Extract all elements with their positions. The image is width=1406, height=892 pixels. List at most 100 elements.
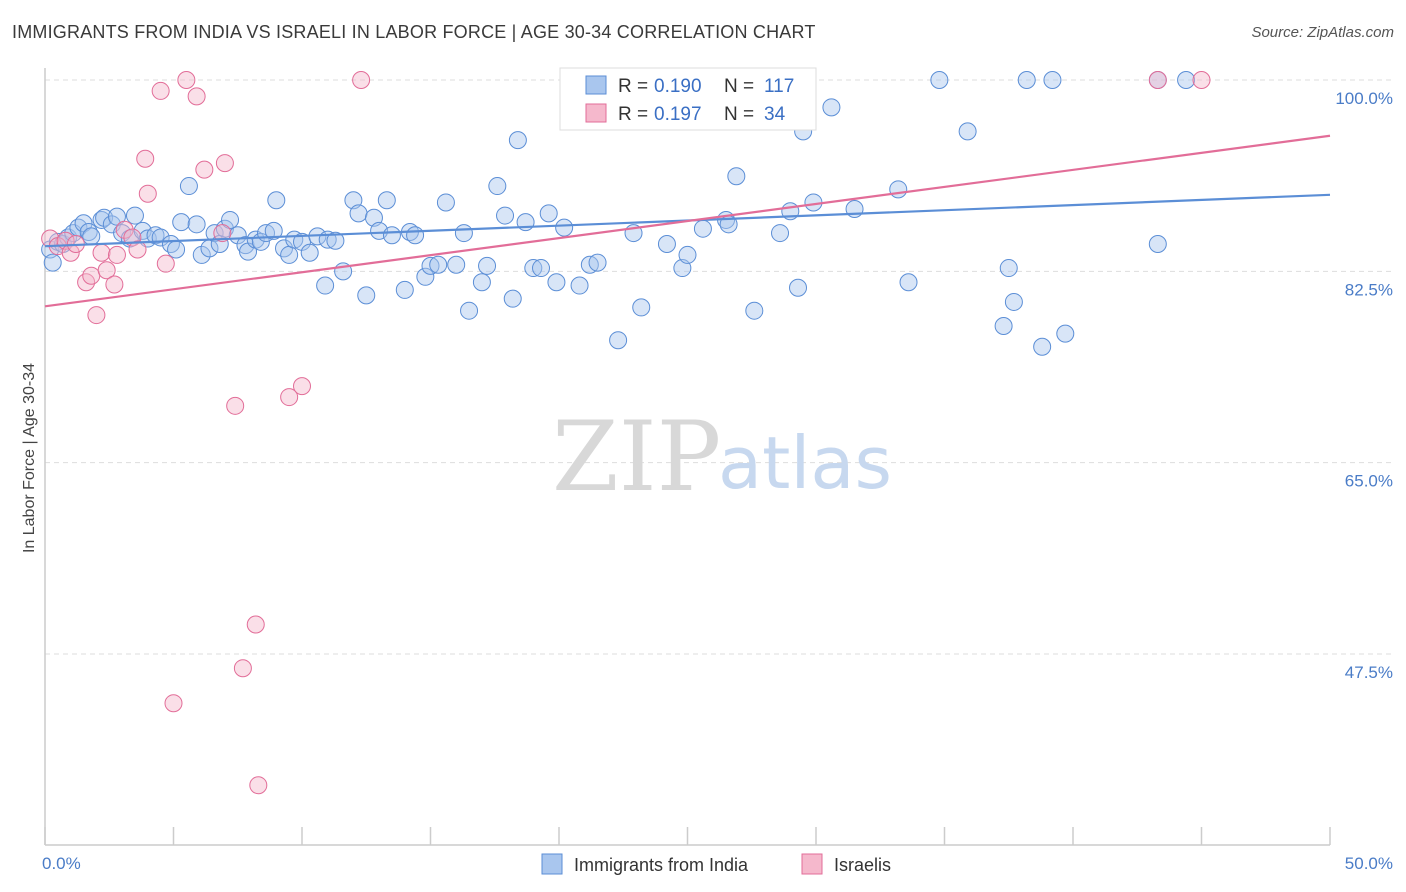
india-point-75	[532, 259, 551, 278]
trend-lines	[44, 134, 1331, 308]
india-point-85	[632, 298, 651, 317]
watermark-zip: ZIP	[552, 401, 721, 513]
israelis-point-11	[107, 245, 126, 264]
india-point-101	[822, 98, 841, 117]
india-point-28	[205, 224, 224, 243]
india-point-107	[994, 317, 1013, 335]
india-point-10	[92, 210, 111, 229]
x-tick-label-1: 50.0%	[1345, 854, 1393, 873]
legend-n-value-israelis: 34	[764, 104, 786, 125]
india-point-113	[1056, 324, 1075, 343]
india-point-93	[727, 167, 746, 186]
india-point-89	[678, 245, 697, 264]
israelis-point-23	[213, 224, 232, 243]
india-point-72	[508, 131, 527, 150]
india-point-104	[899, 273, 918, 292]
watermark-atlas: atlas	[718, 421, 892, 505]
israelis-point-29	[280, 388, 299, 407]
source-label: Source: ZipAtlas.com	[1251, 24, 1394, 41]
india-point-56	[382, 226, 401, 245]
series-legend: Immigrants from India Israelis	[541, 853, 891, 875]
india-point-44	[300, 243, 319, 262]
india-point-9	[82, 227, 101, 246]
india-point-112	[1043, 71, 1062, 89]
india-point-77	[547, 273, 566, 292]
india-point-61	[421, 256, 440, 275]
bottom-legend-label-india: Immigrants from India	[574, 855, 749, 875]
israelis-point-12	[115, 220, 134, 239]
legend-swatch-israelis	[585, 103, 607, 123]
israelis-point-25	[226, 396, 245, 415]
israelis-point-32	[1148, 71, 1167, 89]
india-point-24	[179, 177, 198, 196]
israelis-point-7	[87, 306, 106, 325]
india-point-108	[999, 259, 1018, 278]
india-point-51	[349, 204, 368, 223]
bottom-legend-swatch-india	[541, 853, 563, 875]
india-point-103	[889, 180, 908, 199]
india-point-21	[161, 235, 180, 253]
india-point-78	[555, 218, 574, 237]
israelis-point-26	[233, 659, 252, 678]
india-point-67	[472, 273, 491, 292]
india-point-38	[264, 221, 283, 240]
bottom-legend-swatch-israelis	[801, 853, 823, 875]
correlation-legend: R = 0.190 N = 117 R = 0.197 N = 34	[559, 67, 817, 131]
israelis-point-14	[128, 240, 147, 259]
israelis-point-15	[136, 149, 155, 168]
india-point-16	[125, 206, 144, 225]
axes	[44, 68, 1331, 846]
y-tick-label-3: 100.0%	[1335, 89, 1393, 108]
x-tick-labels: 0.0% 50.0%	[42, 854, 1393, 873]
india-point-52	[357, 286, 376, 305]
bottom-legend-label-israelis: Israelis	[834, 855, 891, 875]
grid-lines	[45, 79, 1395, 655]
israelis-point-22	[195, 160, 214, 179]
india-point-1	[43, 253, 62, 272]
india-point-63	[436, 193, 455, 212]
india-point-115	[1148, 235, 1167, 253]
india-point-94	[745, 301, 764, 320]
india-point-105	[930, 71, 949, 89]
legend-n-label-israelis: N =	[724, 104, 754, 125]
india-point-96	[771, 224, 790, 243]
india-point-11	[95, 208, 114, 227]
trend-line-israelis	[44, 134, 1331, 308]
israelis-point-17	[151, 81, 170, 100]
india-point-59	[406, 226, 425, 245]
india-point-74	[524, 259, 543, 278]
israelis-point-27	[246, 615, 265, 634]
israelis-point-31	[352, 71, 371, 89]
india-point-116	[1177, 71, 1196, 89]
india-point-66	[460, 301, 479, 320]
israelis-point-19	[164, 694, 183, 713]
india-point-106	[958, 122, 977, 141]
india-point-55	[377, 191, 396, 210]
india-point-26	[192, 245, 211, 264]
israelis-point-9	[97, 261, 116, 280]
india-point-110	[1017, 71, 1036, 89]
israelis-point-18	[156, 254, 175, 273]
india-point-68	[478, 256, 497, 275]
israelis-point-30	[293, 377, 311, 396]
india-point-80	[580, 255, 599, 274]
india-point-90	[693, 219, 712, 238]
india-point-60	[416, 267, 435, 286]
india-point-25	[187, 215, 206, 234]
chart-title: IMMIGRANTS FROM INDIA VS ISRAELI IN LABO…	[12, 22, 816, 42]
israelis-point-21	[187, 87, 206, 106]
india-point-111	[1033, 337, 1052, 356]
india-point-62	[429, 255, 448, 274]
india-point-22	[167, 240, 186, 259]
israelis-point-20	[177, 71, 196, 89]
y-tick-labels: 47.5% 65.0% 82.5% 100.0%	[1335, 89, 1393, 682]
israelis-point-24	[215, 154, 234, 173]
legend-r-value-israelis: 0.197	[654, 104, 702, 125]
india-point-69	[488, 177, 507, 196]
y-axis-title: In Labor Force | Age 30-34	[21, 363, 38, 553]
legend-swatch-india	[585, 75, 607, 95]
india-point-87	[657, 235, 676, 253]
india-point-64	[447, 255, 466, 274]
legend-r-value-india: 0.190	[654, 76, 702, 97]
